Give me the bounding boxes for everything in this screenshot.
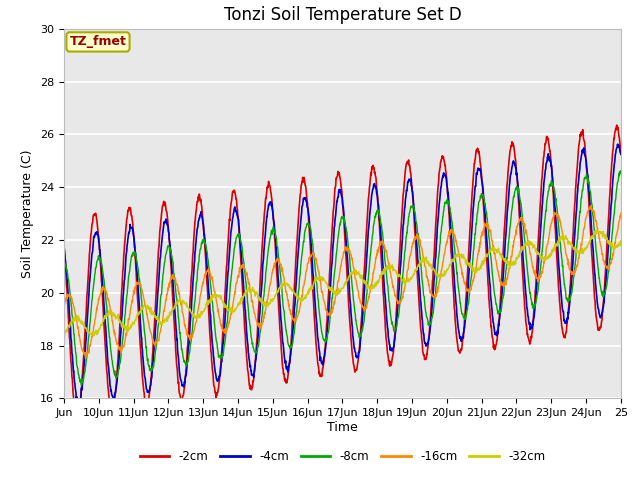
Y-axis label: Soil Temperature (C): Soil Temperature (C) [22,149,35,278]
Title: Tonzi Soil Temperature Set D: Tonzi Soil Temperature Set D [223,6,461,24]
Legend: -2cm, -4cm, -8cm, -16cm, -32cm: -2cm, -4cm, -8cm, -16cm, -32cm [135,445,550,468]
X-axis label: Time: Time [327,421,358,434]
Text: TZ_fmet: TZ_fmet [70,36,127,48]
